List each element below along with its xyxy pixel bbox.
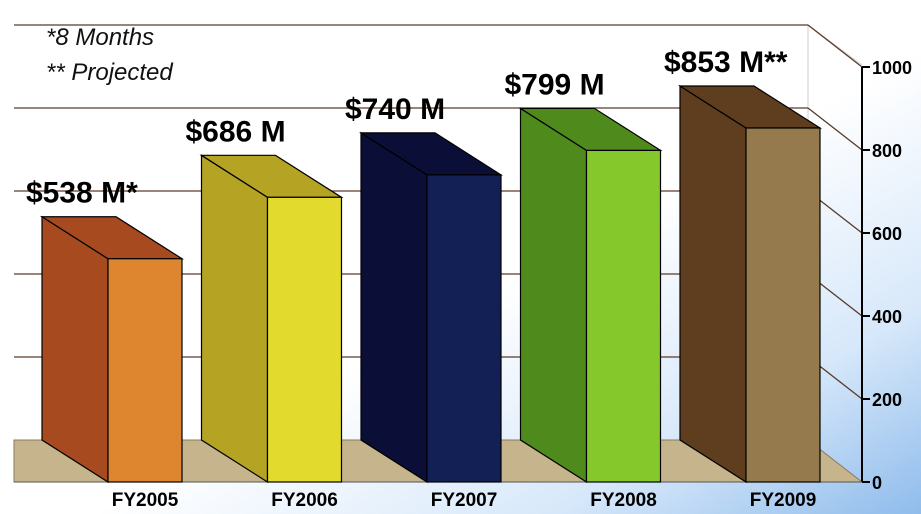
data-labels: $538 M* $686 M $740 M $799 M $853 M**	[26, 46, 788, 210]
y-tick-label-600: 600	[872, 224, 902, 244]
bar-fy2005	[107, 258, 183, 483]
gridline-side-800	[807, 107, 863, 151]
y-tick-label-400: 400	[872, 307, 902, 327]
bar-side-fy2009	[679, 84, 747, 484]
x-label-fy2006: FY2006	[271, 490, 338, 511]
footnote-8-months: *8 Months	[46, 24, 154, 51]
bar-side-fy2008	[519, 107, 588, 484]
bar-side-fy2006	[200, 154, 269, 484]
bar-side-fy2007	[360, 131, 428, 484]
x-label-fy2008: FY2008	[590, 490, 657, 511]
bar-fy2007	[426, 174, 502, 483]
bars	[39, 84, 823, 484]
data-label-fy2005: $538 M*	[26, 177, 138, 210]
y-tick-label-800: 800	[872, 141, 902, 161]
footnote-projected: ** Projected	[46, 59, 173, 86]
x-axis-labels: FY2005 FY2006 FY2007 FY2008 FY2009	[112, 490, 817, 511]
gridline-side-1000	[807, 24, 863, 68]
y-tick-label-200: 200	[872, 390, 902, 410]
x-label-fy2005: FY2005	[112, 490, 179, 511]
data-label-fy2006: $686 M	[186, 115, 286, 148]
data-label-fy2008: $799 M	[505, 68, 605, 101]
bar-side-fy2005	[41, 215, 109, 484]
x-label-fy2007: FY2007	[431, 490, 498, 511]
bar-fy2008	[585, 149, 662, 483]
bar-fy2006	[266, 196, 343, 483]
y-tick-label-1000: 1000	[872, 58, 912, 78]
bar-fy2009	[745, 127, 821, 483]
data-label-fy2009: $853 M**	[664, 46, 788, 79]
y-tick-label-0: 0	[872, 473, 882, 493]
data-label-fy2007: $740 M	[345, 93, 445, 126]
x-label-fy2009: FY2009	[750, 490, 817, 511]
